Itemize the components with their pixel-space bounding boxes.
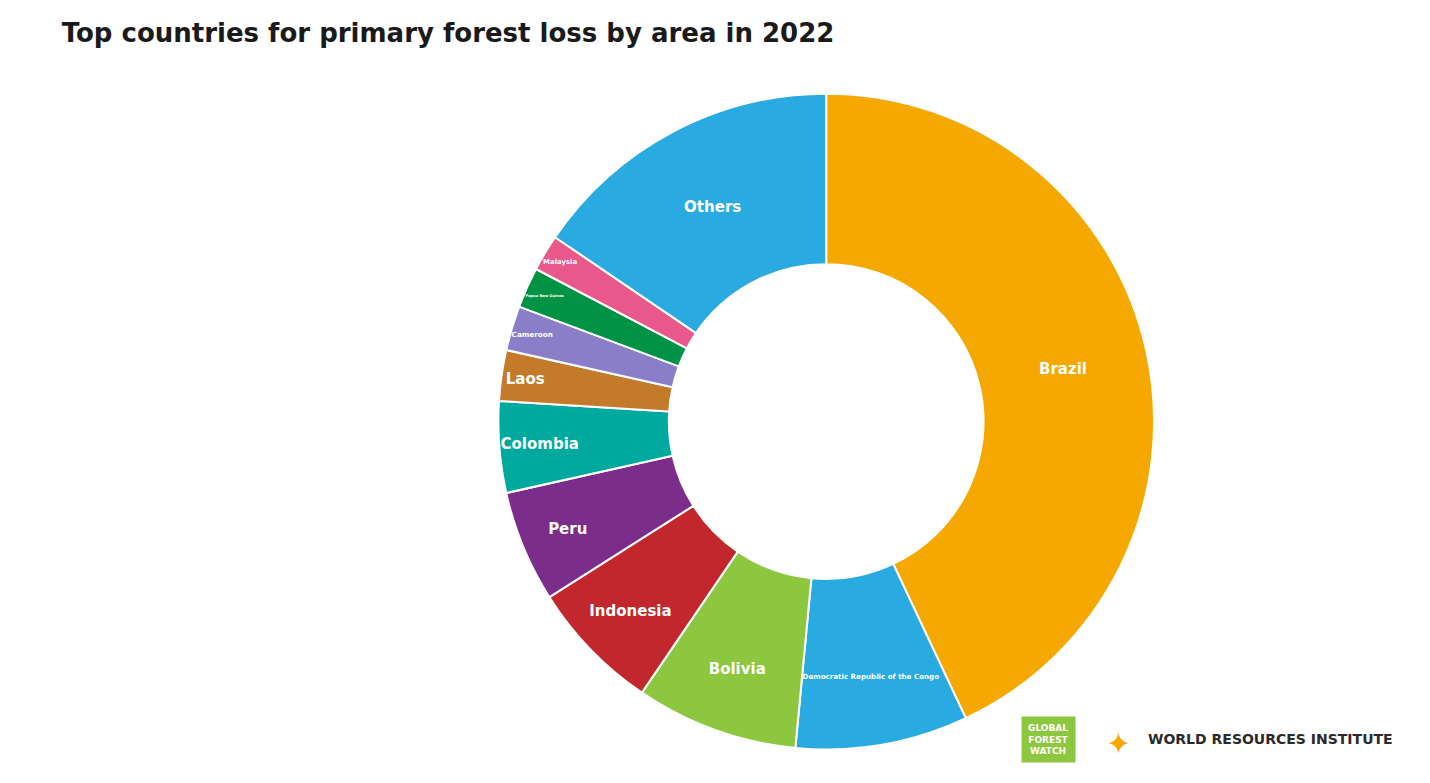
svg-text:Papua New Guinea: Papua New Guinea <box>526 294 565 298</box>
svg-text:Others: Others <box>684 198 741 216</box>
svg-text:Cameroon: Cameroon <box>512 330 553 339</box>
svg-text:WORLD RESOURCES INSTITUTE: WORLD RESOURCES INSTITUTE <box>1148 731 1393 747</box>
svg-text:Colombia: Colombia <box>501 435 579 453</box>
svg-text:Top countries for primary fore: Top countries for primary forest loss by… <box>62 18 835 48</box>
svg-text:Bolivia: Bolivia <box>709 660 766 678</box>
svg-text:Democratic Republic of the Con: Democratic Republic of the Congo <box>803 672 940 681</box>
svg-text:Peru: Peru <box>548 520 587 538</box>
svg-text:✦: ✦ <box>1106 726 1131 761</box>
svg-text:Laos: Laos <box>506 370 545 388</box>
svg-text:Malaysia: Malaysia <box>543 258 577 266</box>
svg-text:Indonesia: Indonesia <box>589 602 671 620</box>
svg-text:GLOBALFORESTWATCH: GLOBALFORESTWATCH <box>1028 723 1069 756</box>
svg-text:Brazil: Brazil <box>1039 360 1087 378</box>
